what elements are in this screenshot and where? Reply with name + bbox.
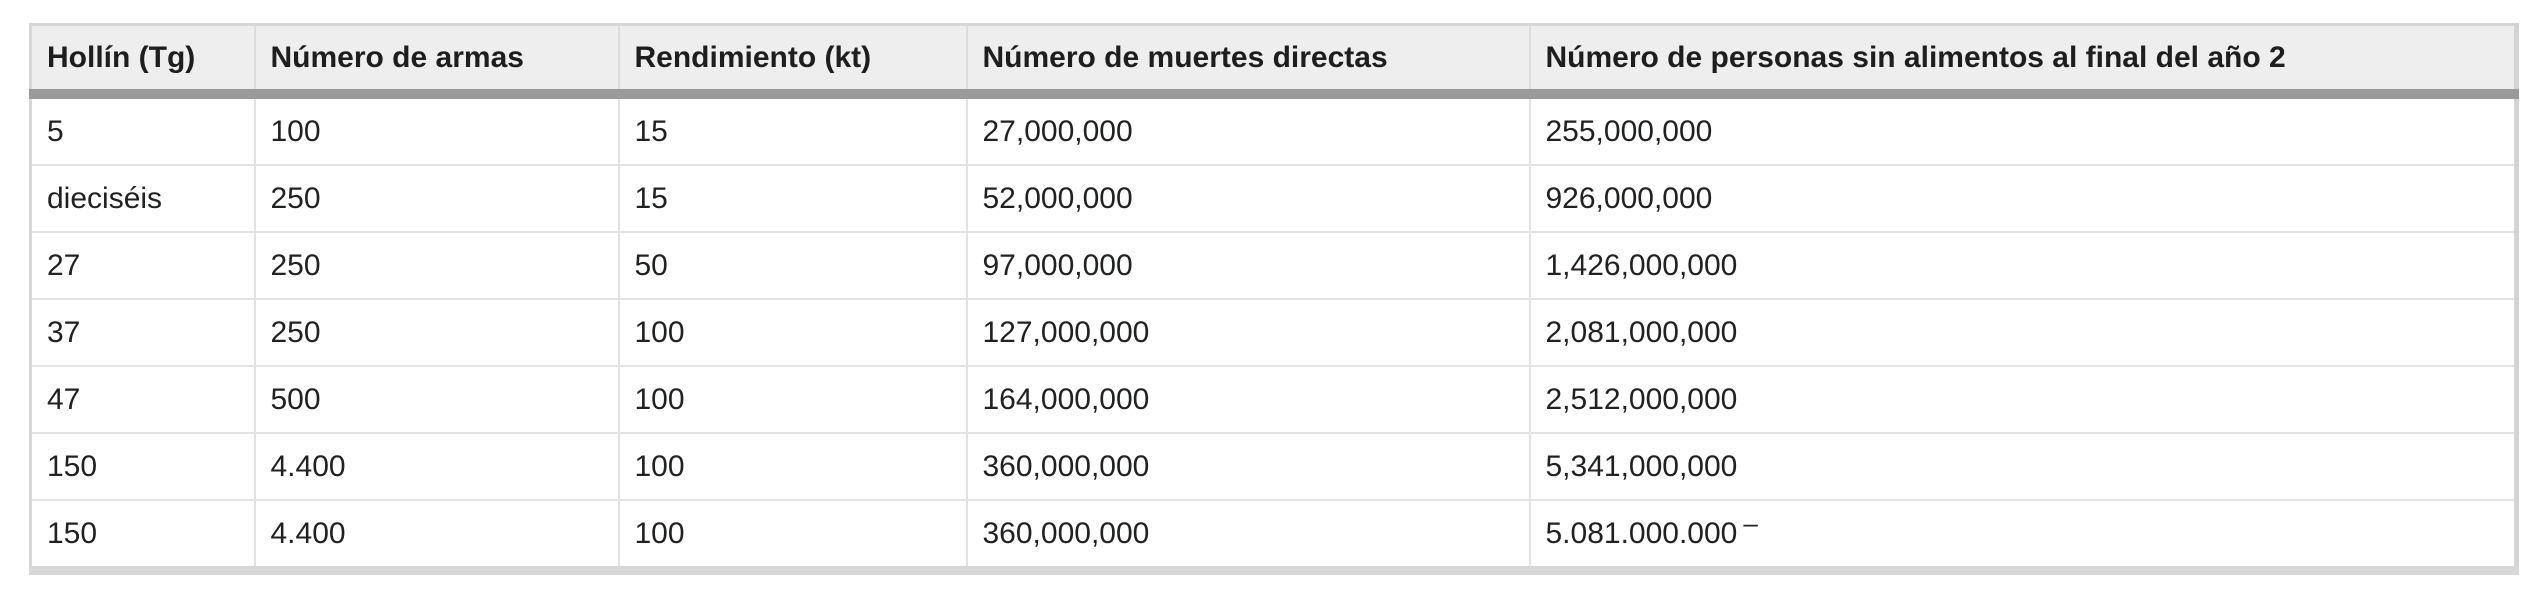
table-cell: 5,341,000,000 bbox=[1528, 432, 2517, 500]
table-cell: 500 bbox=[253, 365, 619, 433]
table-cell: 5 bbox=[47, 115, 64, 148]
table-cell: 52,000,000 bbox=[965, 164, 1530, 232]
table-row: 37 250 100 127,000,000 2,081,000,000 bbox=[30, 298, 2517, 366]
table-cell: 27 bbox=[30, 231, 255, 299]
table-cell: 1,426,000,000 bbox=[1528, 231, 2517, 299]
table-cell: 250 bbox=[253, 164, 619, 232]
table-cell: 360,000,000 bbox=[965, 432, 1530, 500]
table-cell: 47 bbox=[30, 365, 255, 433]
table-cell: 255,000,000 bbox=[1528, 94, 2517, 165]
table-row: 5 100 15 27,000,000 255,000,000 bbox=[31, 94, 2517, 165]
data-table: Hollín (Tg) Número de armas Rendimiento … bbox=[29, 23, 2519, 575]
table-cell: 100 bbox=[253, 94, 619, 165]
table-cell: 15 bbox=[617, 94, 967, 165]
table-cell: 4.400 bbox=[253, 432, 619, 500]
column-header-hollin: Hollín (Tg) bbox=[30, 24, 255, 99]
table-row: 27 250 50 97,000,000 1,426,000,000 bbox=[30, 231, 2517, 299]
table-cell: 150 bbox=[30, 499, 255, 571]
table-header-row: Hollín (Tg) Número de armas Rendimiento … bbox=[30, 24, 2517, 99]
table-cell: 2,512,000,000 bbox=[1528, 365, 2517, 433]
table-cell: 250 bbox=[253, 298, 619, 366]
table-row: 150 4.400 100 360,000,000 5.081.000.000– bbox=[30, 499, 2517, 571]
column-header-rendimiento: Rendimiento (kt) bbox=[617, 24, 967, 99]
table-cell: 37 bbox=[30, 298, 255, 366]
column-header-numero-de-armas: Número de armas bbox=[253, 24, 619, 99]
table-cell: 27,000,000 bbox=[965, 94, 1530, 165]
table-cell: 164,000,000 bbox=[965, 365, 1530, 433]
table-cell: 127,000,000 bbox=[965, 298, 1530, 366]
table-row: 47 500 100 164,000,000 2,512,000,000 bbox=[30, 365, 2517, 433]
table-cell: 5.081.000.000– bbox=[1528, 499, 2517, 571]
table-row: dieciséis 250 15 52,000,000 926,000,000 bbox=[30, 164, 2517, 232]
table-cell-value: 5.081.000.000 bbox=[1545, 517, 1738, 550]
column-header-personas-sin-alimentos: Número de personas sin alimentos al fina… bbox=[1528, 24, 2517, 99]
table-cell: 250 bbox=[253, 231, 619, 299]
table-cell: 100 bbox=[617, 499, 967, 571]
table-cell: 100 bbox=[617, 365, 967, 433]
table-cell: 100 bbox=[617, 298, 967, 366]
table-cell: 926,000,000 bbox=[1528, 164, 2517, 232]
footnote-marker: – bbox=[1743, 508, 1758, 538]
table-cell: 97,000,000 bbox=[965, 231, 1530, 299]
table-cell: 150 bbox=[30, 432, 255, 500]
table-cell: 15 bbox=[617, 164, 967, 232]
table-container: Hollín (Tg) Número de armas Rendimiento … bbox=[29, 23, 2519, 575]
table-cell: 4.400 bbox=[253, 499, 619, 571]
table-row: 150 4.400 100 360,000,000 5,341,000,000 bbox=[30, 432, 2517, 500]
table-cell: 2,081,000,000 bbox=[1528, 298, 2517, 366]
table-cell: 50 bbox=[617, 231, 967, 299]
table-cell: 100 bbox=[617, 432, 967, 500]
column-header-muertes-directas: Número de muertes directas bbox=[965, 24, 1530, 99]
table-cell: 360,000,000 bbox=[965, 499, 1530, 571]
table-cell: dieciséis bbox=[30, 164, 255, 232]
